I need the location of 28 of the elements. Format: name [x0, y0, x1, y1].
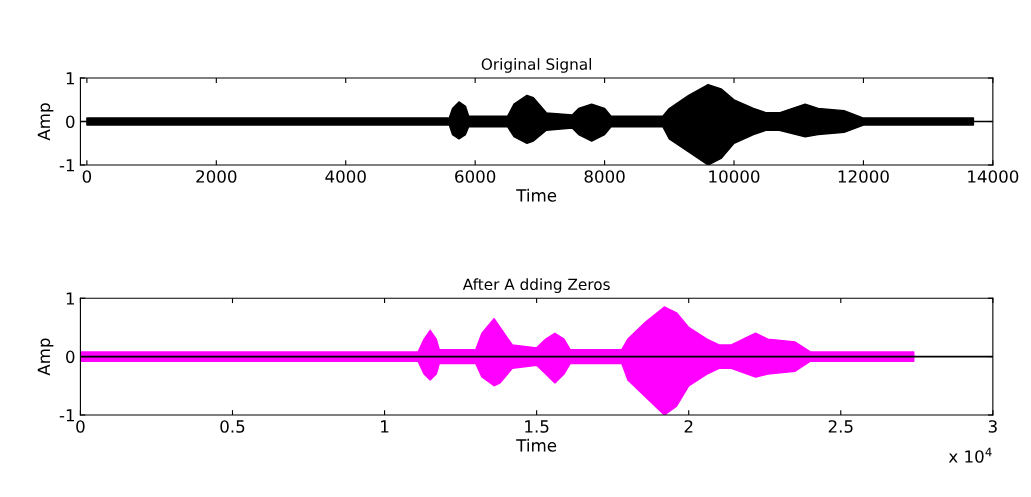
y-axis-title: Amp — [37, 338, 54, 376]
x-tick-label: 0.5 — [220, 420, 245, 433]
x-tick-label: 0 — [76, 420, 85, 433]
y-tick-label: 1 — [66, 72, 75, 85]
x-tick-label: 12000 — [838, 170, 889, 183]
y-axis-title: Amp — [37, 103, 54, 141]
x-axis-title: Time — [516, 438, 557, 452]
y-tick-label: -1 — [59, 159, 75, 172]
x-tick-label: 2 — [684, 420, 693, 433]
x-tick-label: 2000 — [196, 170, 237, 183]
x-tick-label: 1 — [381, 420, 389, 433]
x-tick-label: 6000 — [455, 170, 496, 183]
x-tick-label: 2.5 — [828, 420, 853, 433]
chart-title: After A dding Zeros — [462, 278, 610, 294]
x-tick-label: 10000 — [709, 170, 760, 183]
chart-title: Original Signal — [481, 58, 591, 73]
x-tick-label: 0 — [82, 170, 92, 183]
x-axis-title: Time — [516, 188, 557, 202]
y-tick-label: 0 — [66, 115, 75, 129]
y-tick-label: 1 — [66, 292, 75, 305]
x-tick-label: 8000 — [584, 170, 625, 183]
y-tick-label: -1 — [59, 409, 75, 422]
text: x 10$^{4}$ — [948, 447, 992, 463]
x-tick-label: 3 — [988, 420, 997, 433]
y-tick-label: 0 — [66, 350, 75, 364]
x-tick-label: 4000 — [325, 170, 366, 183]
x-tick-label: 1.5 — [525, 420, 549, 433]
x-tick-label: 14000 — [968, 170, 1019, 183]
